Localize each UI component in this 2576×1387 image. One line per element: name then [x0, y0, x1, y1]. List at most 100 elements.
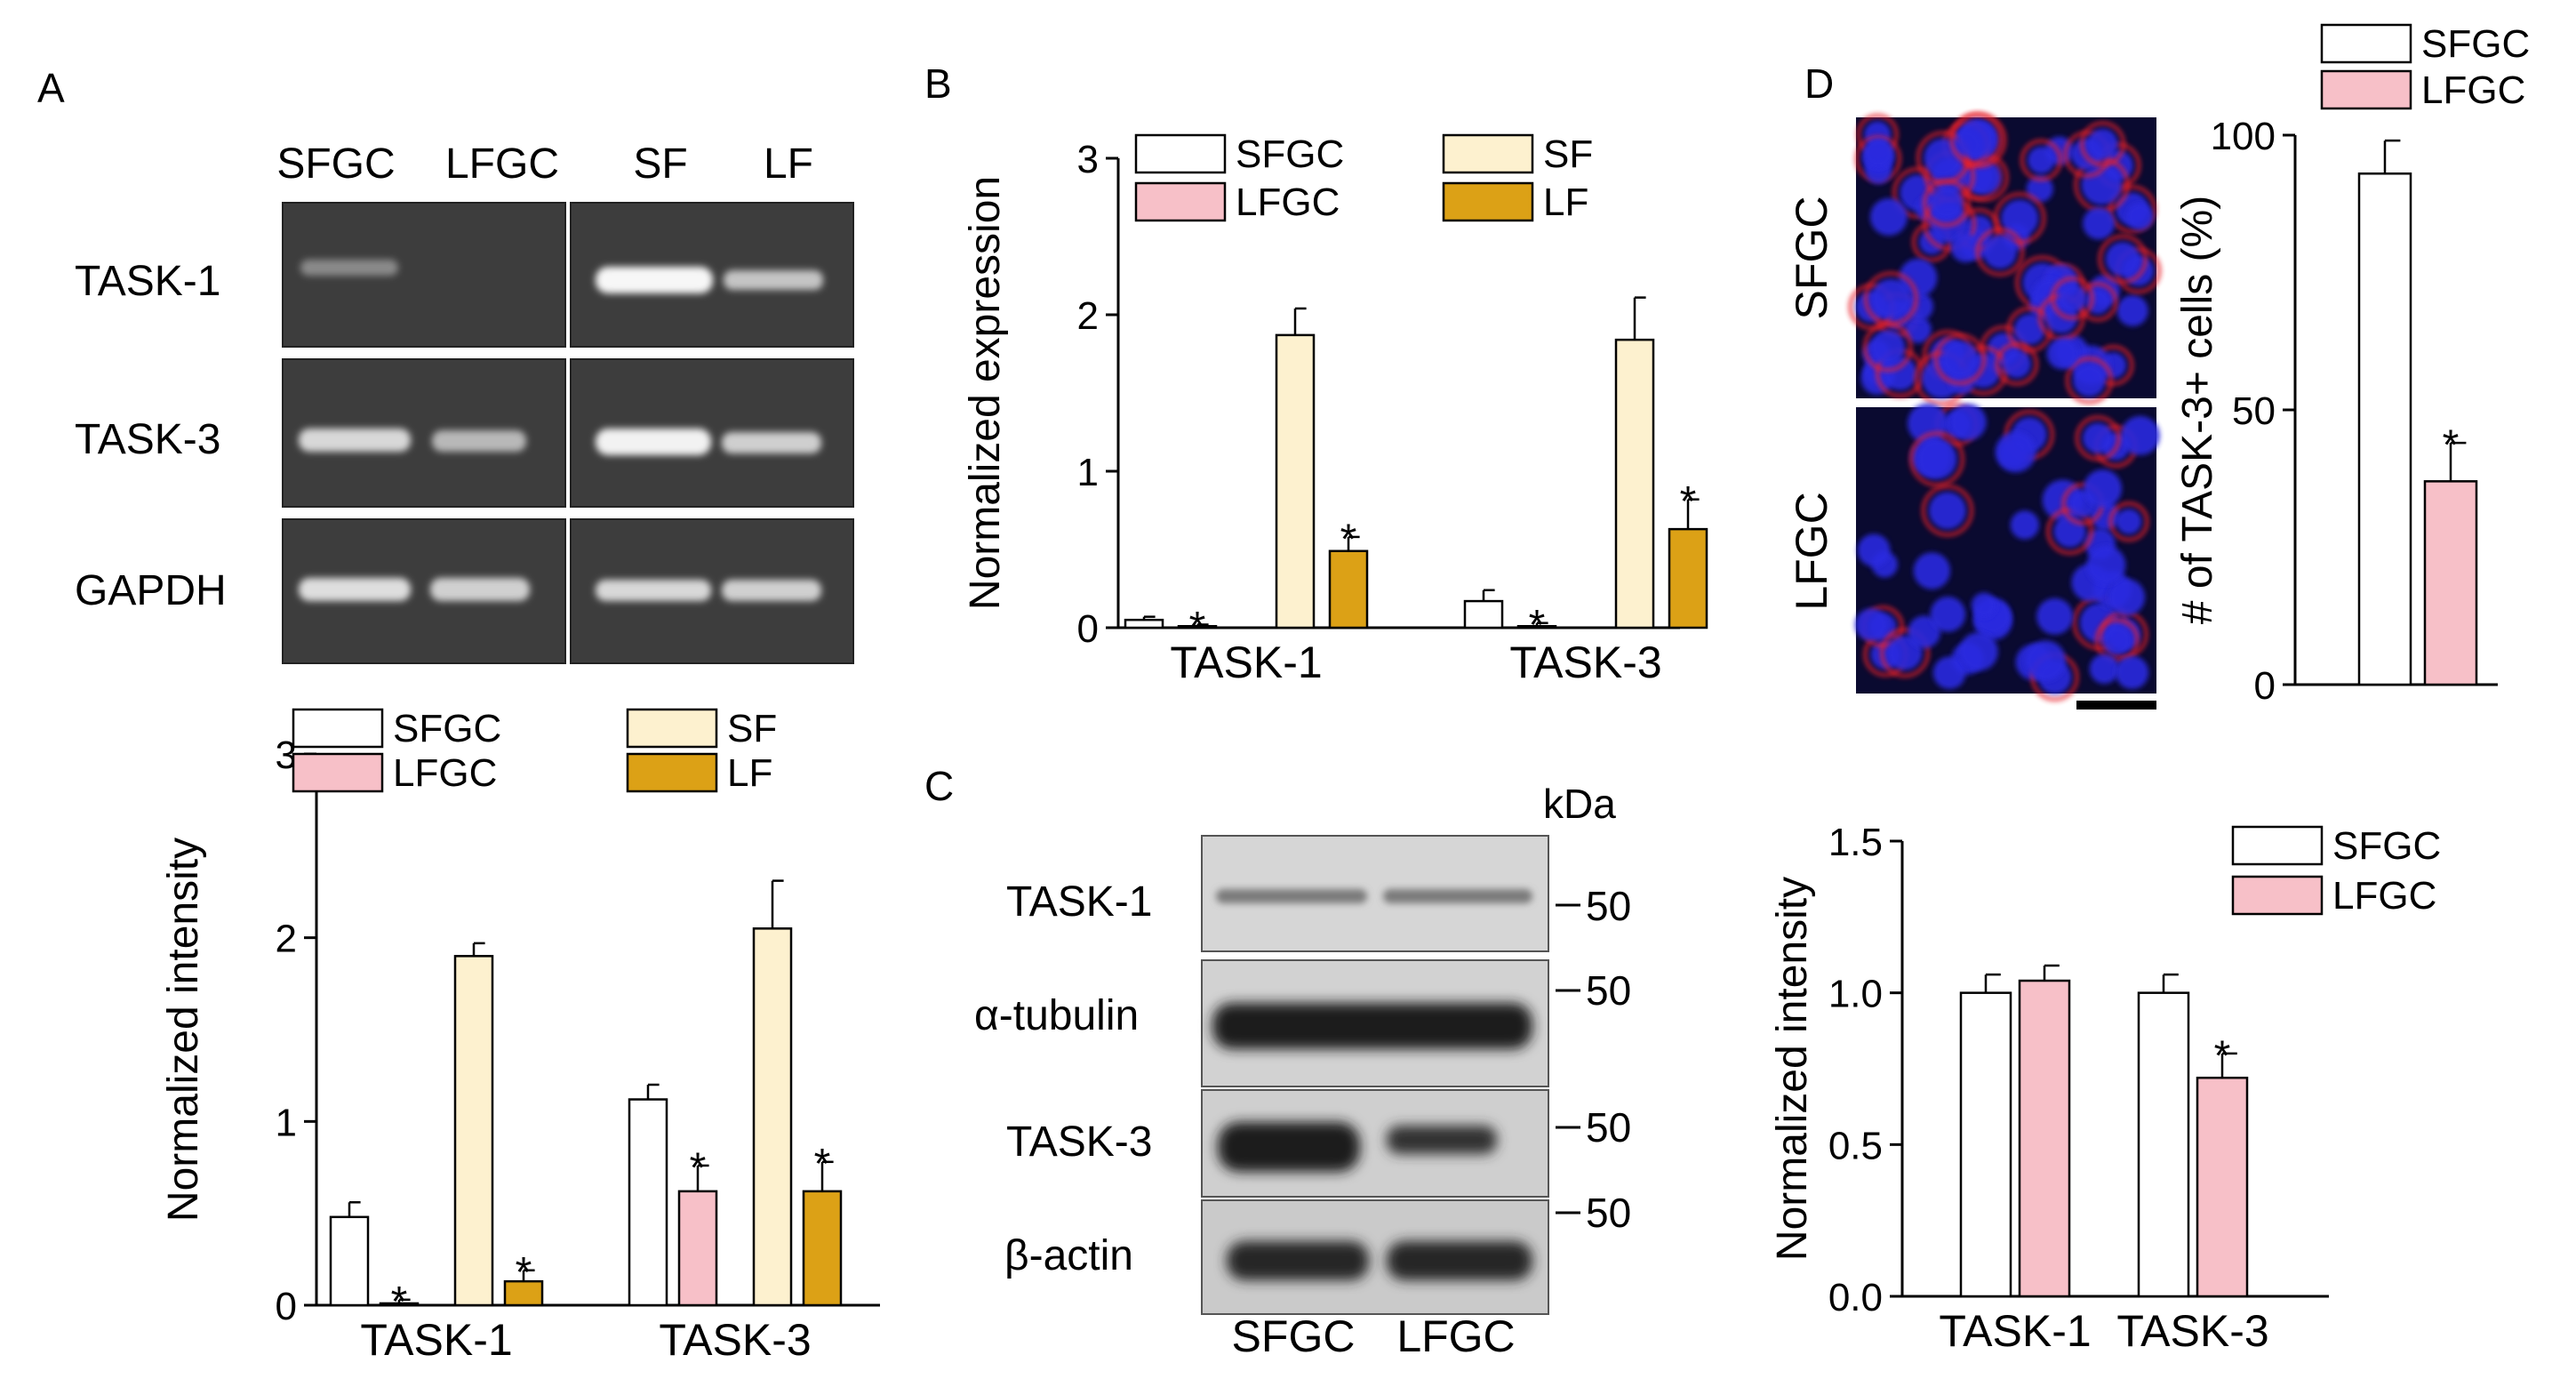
legend-swatch-sfgc — [2320, 23, 2412, 64]
bar-sf-task-3 — [752, 927, 793, 1307]
bar-lf-task-3 — [802, 1190, 843, 1307]
if-cell-membrane — [2108, 501, 2149, 541]
bar-lfgc-task-3 — [677, 1190, 718, 1307]
panel-b-label: B — [924, 60, 952, 107]
legend-label-lf: LF — [727, 751, 772, 795]
marker-label-4: 50 — [1586, 1190, 1631, 1236]
y-tick-label: 1 — [1077, 451, 1099, 494]
if-cell-nucleus — [1950, 232, 1980, 262]
gel-lane-label-sfgc: SFGC — [276, 140, 395, 188]
if-cell-nucleus — [1904, 316, 1932, 343]
scale-bar — [2076, 701, 2156, 710]
if-cell-nucleus — [2102, 625, 2132, 655]
if-cell-nucleus — [2072, 364, 2106, 397]
y-axis-label: # of TASK-3+ cells (%) — [2174, 196, 2221, 624]
legend-swatch-lf — [1442, 181, 1534, 222]
if-cell-membrane — [1995, 342, 2038, 386]
if-cell-nucleus — [1949, 404, 1987, 441]
legend-label-sfgc: SFGC — [2332, 824, 2441, 868]
legend-label-lfgc: LFGC — [2332, 874, 2436, 918]
if-cell-membrane — [2051, 277, 2094, 320]
bar-sfgc-task-3 — [1463, 599, 1504, 629]
if-cell-nucleus — [2010, 510, 2039, 540]
if-cell-membrane — [1923, 179, 1971, 227]
bar-lfgc-task-1 — [2018, 979, 2071, 1298]
legend-label-sfgc: SFGC — [393, 707, 501, 750]
legend-swatch-sfgc — [1134, 133, 1227, 174]
blot-row-label-beta-actin: β-actin — [1004, 1232, 1133, 1279]
blot-row-label-alpha-tubulin: α-tubulin — [974, 992, 1139, 1039]
if-cell-nucleus — [1967, 160, 2002, 195]
if-cell-nucleus — [2115, 655, 2149, 690]
if-cell-nucleus — [1930, 186, 1964, 220]
significance-star: * — [391, 1279, 408, 1326]
legend-label-lf: LF — [1543, 180, 1588, 224]
legend-swatch-lfgc — [1134, 181, 1227, 222]
if-cell-nucleus — [1869, 198, 1908, 236]
if-cell-nucleus — [2087, 128, 2118, 159]
if-cell-membrane — [2046, 508, 2093, 555]
if-cell-nucleus — [1916, 438, 1957, 480]
y-tick-label: 0 — [2254, 664, 2276, 708]
chart-c-right: 0.0 0.5 1.0 1.5 Normalized intensity TASK-1 * T… — [1769, 821, 2441, 1356]
if-cell-nucleus — [1956, 119, 1996, 158]
significance-star: * — [1340, 516, 1357, 563]
if-cell-nucleus — [1908, 403, 1948, 444]
bar-lfgc-task-3 — [2196, 1076, 2249, 1298]
bar-lf-task-1 — [503, 1279, 544, 1307]
legend-label-sfgc: SFGC — [2421, 22, 2530, 66]
if-cell-nucleus — [1899, 258, 1938, 297]
legend-swatch-sf — [626, 708, 718, 749]
category-label-task-1: TASK-1 — [360, 1315, 512, 1365]
gel-row-label-task3: TASK-3 — [75, 416, 220, 463]
if-cell-membrane — [1864, 271, 1918, 325]
panel-a: A SFGC LFGC SF LF TASK-1 TASK-3 GAPDH — [37, 65, 880, 1365]
legend-label-sf: SF — [1543, 132, 1593, 176]
blot-row-label-task3: TASK-3 — [1006, 1118, 1152, 1166]
if-cell-nucleus — [2002, 349, 2031, 379]
bar-sfgc-task-1 — [1959, 991, 2012, 1298]
if-cell-membrane — [1934, 333, 1986, 385]
gel-lane-label-sf: SF — [633, 140, 687, 188]
if-cell-nucleus — [1857, 533, 1891, 567]
bar-sfgc-group — [2357, 172, 2412, 686]
gel-lane-label-lf: LF — [764, 140, 813, 188]
significance-star: * — [516, 1249, 532, 1296]
legend-label-sf: SF — [727, 707, 777, 750]
marker-label-3: 50 — [1586, 1104, 1631, 1150]
y-tick-label: 1 — [276, 1101, 297, 1144]
if-cell-membrane — [2065, 357, 2113, 405]
if-cell-nucleus — [1883, 356, 1917, 391]
if-cell-membrane — [2020, 139, 2062, 181]
if-cell-nucleus — [1941, 341, 1979, 378]
if-cell-nucleus — [2083, 207, 2116, 240]
category-label-task-3: TASK-3 — [659, 1315, 811, 1365]
marker-label-1: 50 — [1586, 883, 1631, 929]
y-axis-label: Normalized intensity — [1769, 877, 1816, 1261]
if-cell-nucleus — [1959, 632, 1998, 671]
category-label-task-3: TASK-3 — [1509, 637, 1661, 687]
legend-swatch-lfgc — [2231, 875, 2324, 916]
if-cell-membrane — [2098, 235, 2148, 284]
if-cell-nucleus — [2025, 640, 2066, 681]
if-cell-membrane — [1975, 228, 2025, 277]
if-cell-nucleus — [1913, 552, 1951, 589]
significance-star: * — [1680, 478, 1697, 525]
if-cell-nucleus — [2001, 199, 2039, 237]
if-cell-membrane — [2080, 121, 2125, 166]
legend-label-lfgc: LFGC — [2421, 68, 2525, 112]
y-axis-label: Normalized expression — [962, 176, 1009, 610]
if-cell-nucleus — [1871, 278, 1911, 318]
if-label-sfgc: SFGC — [1787, 196, 1836, 320]
y-tick-label: 50 — [2232, 389, 2276, 433]
if-cell-nucleus — [2116, 509, 2142, 534]
bar-lf-task-3 — [1668, 527, 1708, 629]
bar-sfgc-task-3 — [2137, 991, 2190, 1298]
if-cell-nucleus — [2083, 469, 2123, 509]
bar-lfgc-group — [2423, 480, 2478, 686]
category-label-task-1: TASK-1 — [1170, 637, 1322, 687]
panel-c: C kDa TASK-1 α-tubulin TASK-3 β-actin 50… — [924, 763, 2441, 1361]
